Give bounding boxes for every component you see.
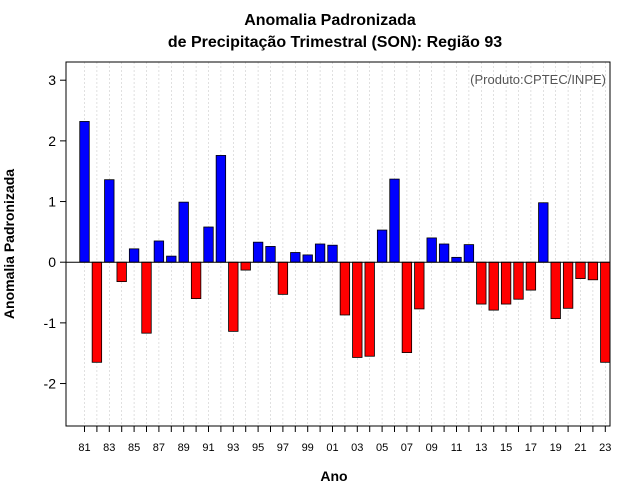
x-tick-label: 81 — [78, 442, 90, 454]
credit-text: (Produto:CPTEC/INPE) — [470, 72, 606, 87]
y-axis: -2 -1 0 1 2 3 — [44, 72, 66, 392]
bar-92 — [215, 155, 227, 263]
x-tick-label: 13 — [475, 442, 487, 454]
bar-15 — [500, 261, 512, 305]
bar-95 — [252, 241, 264, 263]
bar-99 — [302, 254, 313, 263]
x-tick-label: 91 — [202, 442, 214, 454]
y-axis-label: Anomalia Padronizada — [1, 169, 17, 319]
x-tick-label: 93 — [227, 442, 239, 454]
bar-97 — [277, 261, 289, 295]
bar-96 — [265, 246, 276, 263]
bars — [79, 121, 611, 363]
bar-23 — [600, 261, 611, 363]
bar-13 — [476, 261, 487, 305]
bar-84 — [116, 261, 127, 283]
x-tick-label: 19 — [550, 442, 562, 454]
bar-07 — [401, 261, 413, 353]
bar-05 — [376, 229, 388, 263]
bar-01 — [327, 244, 338, 263]
x-tick-label: 07 — [401, 442, 413, 454]
y-tick-label: 0 — [48, 254, 56, 270]
bar-17 — [525, 261, 537, 291]
bar-00 — [314, 243, 326, 263]
bar-81 — [79, 121, 90, 263]
x-tick-label: 99 — [302, 442, 314, 454]
bar-16 — [513, 261, 524, 300]
x-axis: 81 83 85 87 89 91 93 95 97 99 01 03 05 07 09 11 13 15 17 19… — [78, 426, 611, 454]
bar-14 — [488, 261, 499, 311]
bar-85 — [128, 248, 140, 263]
bar-94 — [240, 261, 251, 271]
x-tick-label: 89 — [178, 442, 190, 454]
chart-title-line1: Anomalia Padronizada — [244, 12, 416, 29]
bar-03 — [352, 261, 363, 358]
bar-11 — [451, 256, 462, 263]
bar-89 — [178, 201, 189, 263]
y-tick-label: 2 — [48, 133, 56, 149]
x-tick-label: 09 — [426, 442, 438, 454]
bar-87 — [153, 240, 165, 263]
x-axis-label: Ano — [320, 468, 347, 484]
bar-19 — [550, 261, 561, 320]
y-tick-label: 3 — [48, 72, 56, 88]
x-tick-label: 03 — [351, 442, 363, 454]
bar-91 — [203, 226, 214, 263]
bar-93 — [228, 261, 239, 332]
chart-title-line2: de Precipitação Trimestral (SON): Região… — [168, 34, 502, 51]
bar-88 — [166, 255, 177, 263]
bar-98 — [290, 252, 301, 263]
gridlines — [84, 62, 606, 426]
bar-86 — [141, 261, 152, 334]
bar-82 — [91, 261, 103, 363]
bar-06 — [389, 178, 400, 263]
x-tick-label: 85 — [128, 442, 140, 454]
bar-10 — [438, 243, 450, 263]
bar-22 — [587, 261, 599, 281]
bar-09 — [426, 237, 437, 263]
x-tick-label: 23 — [599, 442, 611, 454]
bar-04 — [364, 261, 375, 357]
bar-02 — [339, 261, 351, 316]
x-tick-label: 87 — [153, 442, 165, 454]
bar-12 — [463, 244, 475, 263]
x-tick-label: 01 — [326, 442, 338, 454]
y-tick-label: -1 — [44, 315, 57, 331]
x-tick-label: 05 — [376, 442, 388, 454]
bar-83 — [104, 179, 115, 263]
x-tick-label: 97 — [277, 442, 289, 454]
plot-frame — [65, 61, 611, 427]
bar-08 — [414, 261, 425, 310]
bar-20 — [562, 261, 574, 309]
x-tick-label: 11 — [451, 442, 462, 454]
bar-21 — [575, 261, 586, 279]
y-tick-label: 1 — [48, 194, 56, 210]
bar-18 — [538, 202, 549, 263]
bar-90 — [190, 261, 202, 300]
x-tick-label: 15 — [500, 442, 512, 454]
x-tick-label: 21 — [574, 442, 586, 454]
x-tick-label: 17 — [525, 442, 537, 454]
x-tick-label: 83 — [103, 442, 115, 454]
x-tick-label: 95 — [252, 442, 264, 454]
y-tick-label: -2 — [44, 376, 57, 392]
